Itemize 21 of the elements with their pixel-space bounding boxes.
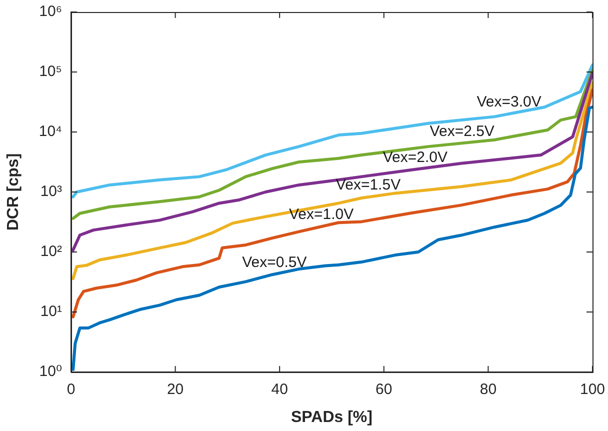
x-tick-label: 40: [271, 381, 288, 398]
y-tick-label: 10³: [40, 183, 62, 200]
y-tick-label: 10⁶: [39, 3, 62, 20]
y-axis-title: DCR [cps]: [5, 153, 22, 231]
x-axis-title: SPADs [%]: [290, 408, 372, 426]
series-label: Vex=1.0V: [288, 206, 354, 224]
y-tick-label: 10⁵: [39, 63, 62, 80]
x-tick-label: 80: [480, 381, 497, 398]
series-label: Vex=2.0V: [382, 149, 448, 166]
x-tick-label: 100: [580, 381, 605, 398]
x-tick-label: 60: [376, 381, 392, 398]
series-label: Vex=0.5V: [242, 254, 307, 271]
series-label: Vex=2.5V: [430, 122, 494, 140]
x-tick-label: 0: [66, 381, 76, 398]
y-tick-label: 10¹: [40, 303, 62, 320]
series-label: Vex=1.5V: [336, 176, 401, 194]
y-tick-label: 10⁴: [38, 123, 62, 140]
y-tick-label: 10⁰: [39, 363, 62, 380]
y-tick-label: 10²: [40, 243, 62, 260]
x-tick-label: 20: [166, 381, 184, 398]
series-label: Vex=3.0V: [476, 94, 542, 111]
